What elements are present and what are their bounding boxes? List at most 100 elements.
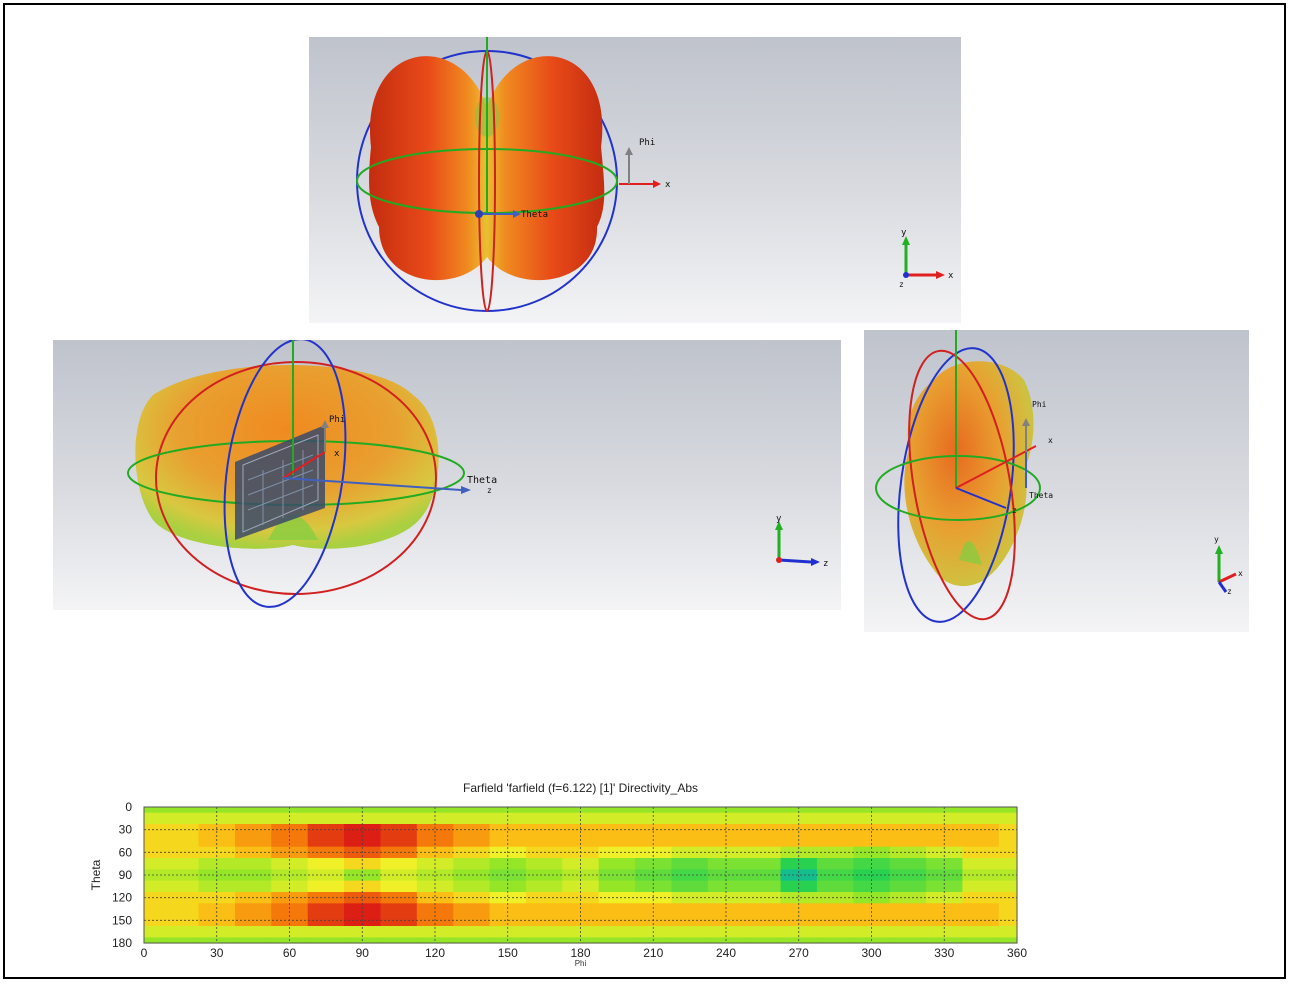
heatmap-cell [344, 892, 382, 904]
heatmap-cell [525, 812, 563, 825]
x-tick-label: 240 [716, 946, 736, 960]
theta-axis-line [282, 477, 462, 491]
x-tick-label: 60 [283, 946, 297, 960]
heatmap-cell [780, 807, 818, 814]
x-axis-line [955, 445, 1037, 489]
heatmap-cell [562, 807, 600, 814]
heatmap-cell [525, 835, 563, 848]
heatmap-cell [671, 812, 709, 825]
heatmap-cell [162, 858, 200, 870]
plot-border [143, 806, 1018, 944]
axis-triad-right: y x z [1214, 535, 1243, 596]
heatmap-cell [671, 880, 709, 893]
y-tick-label: 30 [119, 823, 133, 837]
y-tick-label: 60 [119, 845, 133, 859]
heatmap-cell [816, 812, 854, 825]
heatmap-cell [489, 812, 527, 825]
heatmap-cell [234, 926, 272, 938]
heatmap-cell [271, 812, 309, 825]
heatmap-cell [380, 835, 418, 848]
theta-label: Theta [467, 475, 497, 486]
triad-z-label: z [823, 559, 828, 569]
heatmap-cell [816, 869, 854, 882]
heatmap-cell [453, 869, 491, 882]
heatmap-cell [853, 903, 891, 916]
heatmap-cell [416, 880, 454, 893]
heatmap-cell [816, 892, 854, 904]
heatmap-cell [162, 807, 200, 814]
heatmap-cell [489, 835, 527, 848]
x-tick-label: 120 [425, 946, 445, 960]
heatmap-cell [307, 858, 345, 870]
heatmap-cell [489, 807, 527, 814]
y-tick-label: 0 [125, 800, 132, 814]
triad-y-label: y [776, 514, 782, 524]
theta-axis-arrow [461, 486, 471, 494]
heatmap-cell [453, 892, 491, 904]
farfield-3d-view-top[interactable]: x Phi Theta y x z [309, 37, 961, 323]
heatmap-cell [816, 824, 854, 836]
theta-circle [897, 347, 1015, 623]
triad-z-label: z [1227, 587, 1232, 596]
heatmap-cell [162, 812, 200, 825]
heatmap-cell [598, 937, 636, 944]
directivity-heatmap[interactable]: 0 30 60 90 120 150 180 210 240 270 300 330 360 0 30 60… [80, 775, 1040, 980]
triad-x-label: x [948, 271, 954, 281]
heatmap-cell [853, 812, 891, 825]
x-tick-label: 270 [789, 946, 809, 960]
heatmap-cell [307, 880, 345, 893]
heatmap-cell [962, 835, 1000, 848]
heatmap-cell [853, 807, 891, 814]
axis-triad-top: y x z [899, 228, 954, 289]
farfield-3d-view-left[interactable]: x Phi Theta z y z [53, 340, 841, 610]
x-tick-label: 330 [934, 946, 954, 960]
heatmap-cell [744, 903, 782, 916]
theta-label: Theta [1029, 491, 1053, 500]
heatmap-cell [380, 903, 418, 916]
heatmap-cell [816, 807, 854, 814]
heatmap-cell [162, 880, 200, 893]
heatmap-cell [816, 846, 854, 859]
heatmap-cell [998, 812, 1018, 825]
heatmap-cell [744, 824, 782, 836]
heatmap-cell [853, 892, 891, 904]
heatmap-cell [380, 937, 418, 944]
heatmap-cell [998, 937, 1018, 944]
heatmap-cell [635, 807, 673, 814]
z-axis-line [955, 487, 1007, 509]
farfield-3d-view-right[interactable]: x Phi z Theta y x z [864, 330, 1249, 632]
heatmap-cell [780, 824, 818, 836]
phi-label: Phi [329, 415, 345, 425]
heatmap-cell [234, 937, 272, 944]
heatmap-cell [816, 937, 854, 944]
heatmap-cell [998, 903, 1018, 916]
heatmap-cell [598, 880, 636, 893]
heatmap-cell [453, 903, 491, 916]
heatmap-cell [489, 903, 527, 916]
heatmap-cell [598, 807, 636, 814]
heatmap-cell [926, 903, 964, 916]
heatmap-cell [271, 807, 309, 814]
heatmap-cell [780, 892, 818, 904]
heatmap-cell [744, 858, 782, 870]
heatmap-cell [926, 880, 964, 893]
heatmap-cell [271, 835, 309, 848]
heatmap-cell [344, 835, 382, 848]
heatmap-cell [416, 892, 454, 904]
heatmap-cell [816, 903, 854, 916]
heatmap-cell [162, 937, 200, 944]
heatmap-cell [744, 846, 782, 859]
theta-label: Theta [521, 210, 548, 220]
heatmap-cell [962, 858, 1000, 870]
heatmap-cell [344, 812, 382, 825]
heatmap-cell [635, 835, 673, 848]
phi-axis-arrow [1022, 418, 1030, 426]
heatmap-cell [889, 903, 927, 916]
heatmap-cell [780, 880, 818, 893]
heatmap-cell [453, 858, 491, 870]
heatmap-cell [144, 812, 163, 825]
heatmap-cell [816, 858, 854, 870]
heatmap-cell [234, 858, 272, 870]
heatmap-cell [234, 903, 272, 916]
x-axis-arrow [653, 180, 661, 188]
